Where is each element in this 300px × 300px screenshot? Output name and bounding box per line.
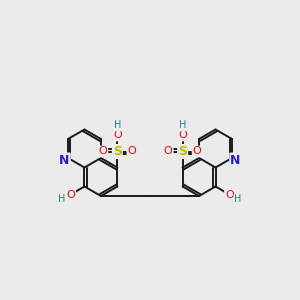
Text: S: S — [178, 145, 187, 158]
Text: S: S — [113, 145, 122, 158]
Text: O: O — [225, 190, 234, 200]
Text: O: O — [178, 130, 187, 140]
Text: O: O — [113, 130, 122, 140]
Text: O: O — [164, 146, 172, 157]
Text: N: N — [59, 154, 70, 166]
Text: N: N — [230, 154, 241, 166]
Text: H: H — [179, 121, 186, 130]
Text: H: H — [58, 194, 66, 205]
Text: O: O — [128, 146, 136, 157]
Text: O: O — [99, 146, 107, 157]
Text: H: H — [234, 194, 242, 205]
Text: O: O — [193, 146, 201, 157]
Text: O: O — [66, 190, 75, 200]
Text: H: H — [114, 121, 121, 130]
